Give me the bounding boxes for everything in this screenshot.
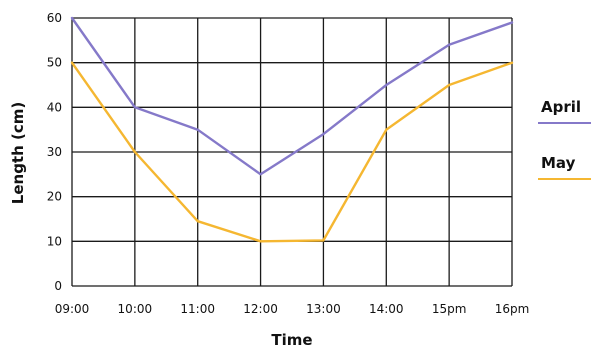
x-tick-label: 14:00: [369, 302, 404, 316]
y-tick-label: 30: [47, 145, 62, 159]
x-tick-label: 15pm: [432, 302, 467, 316]
x-tick-label: 11:00: [180, 302, 215, 316]
y-tick-label: 60: [47, 11, 62, 25]
legend-label-april: April: [541, 98, 581, 116]
x-axis-title: Time: [271, 331, 312, 349]
series-lines: [70, 16, 514, 243]
series-line-april: [70, 16, 514, 176]
grid: [71, 17, 513, 287]
y-tick-label: 10: [47, 234, 62, 248]
legend: April May: [538, 98, 591, 180]
x-tick-label: 12:00: [243, 302, 278, 316]
x-tick-label: 16pm: [495, 302, 530, 316]
y-tick-label: 0: [54, 279, 62, 293]
y-tick-label: 40: [47, 100, 62, 114]
series-line-may: [70, 61, 514, 243]
y-tick-label: 50: [47, 56, 62, 70]
x-axis-ticks: 09:00 10:00 11:00 12:00 13:00 14:00 15pm 16pm: [55, 302, 530, 316]
x-tick-label: 10:00: [118, 302, 153, 316]
legend-label-may: May: [541, 154, 576, 172]
x-tick-label: 13:00: [306, 302, 341, 316]
y-axis-ticks: 0 10 20 30 40 50 60: [47, 11, 62, 293]
y-tick-label: 20: [47, 190, 62, 204]
y-axis-title: Length (cm): [9, 102, 27, 204]
x-tick-label: 09:00: [55, 302, 90, 316]
